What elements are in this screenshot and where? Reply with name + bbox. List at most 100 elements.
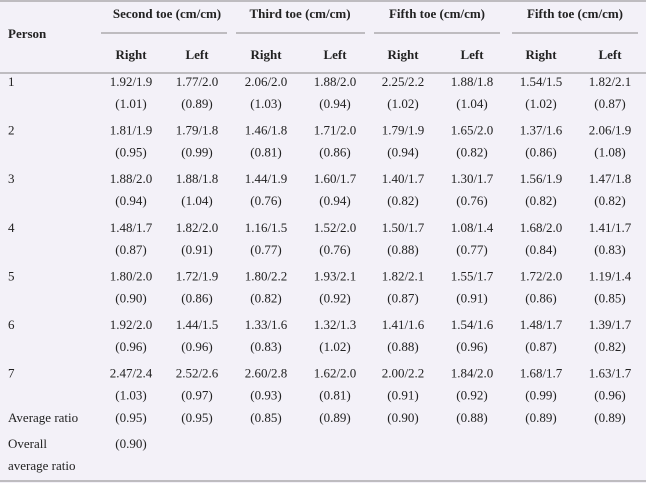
cell-ratio: (0.97) <box>181 388 212 403</box>
cell-value: 1.84/2.0 <box>451 366 494 381</box>
cell-value: 1.68/2.0 <box>520 220 563 235</box>
cell-value: 1.71/2.0 <box>314 123 357 138</box>
row-label: 1 <box>8 74 15 89</box>
sub-header: Right <box>115 47 147 62</box>
cell-ratio: (0.94) <box>319 193 350 208</box>
cell-ratio: (0.94) <box>115 193 146 208</box>
cell-value: 1.82/2.0 <box>176 220 219 235</box>
group-header: Second toe (cm/cm) <box>113 6 221 21</box>
sub-header: Left <box>185 47 209 62</box>
cell-value: 1.92/2.0 <box>110 317 153 332</box>
cell-ratio: (1.02) <box>387 96 418 111</box>
cell-value: 1.44/1.9 <box>245 171 288 186</box>
cell-value: 1.88/1.8 <box>451 74 494 89</box>
cell-value: 1.79/1.9 <box>382 123 425 138</box>
cell-value: 1.32/1.3 <box>314 317 357 332</box>
cell-ratio: (0.90) <box>115 290 146 305</box>
cell-value: 1.65/2.0 <box>451 123 494 138</box>
overall-value: (0.90) <box>115 436 146 451</box>
cell-ratio: (0.92) <box>456 388 487 403</box>
cell-ratio: (0.82) <box>387 193 418 208</box>
cell-value: 1.54/1.5 <box>520 74 563 89</box>
cell-ratio: (1.08) <box>594 145 625 160</box>
cell-ratio: (0.76) <box>250 193 281 208</box>
cell-ratio: (0.86) <box>319 145 350 160</box>
cell-value: 1.48/1.7 <box>110 220 153 235</box>
average-label: Average ratio <box>8 410 78 425</box>
cell-value: 2.47/2.4 <box>110 366 153 381</box>
row-label: 5 <box>8 268 15 283</box>
cell-value: 1.37/1.6 <box>520 123 563 138</box>
row-label: 7 <box>8 366 15 381</box>
cell-ratio: (0.96) <box>594 388 625 403</box>
cell-ratio: (0.87) <box>594 96 625 111</box>
cell-value: 1.88/1.8 <box>176 171 219 186</box>
row-label: 4 <box>8 220 15 235</box>
average-value: (0.88) <box>456 410 487 425</box>
cell-ratio: (1.02) <box>525 96 556 111</box>
cell-ratio: (1.03) <box>250 96 281 111</box>
sub-header: Right <box>387 47 419 62</box>
cell-value: 2.06/2.0 <box>245 74 288 89</box>
cell-ratio: (0.87) <box>387 290 418 305</box>
cell-value: 1.72/1.9 <box>176 268 219 283</box>
average-value: (0.95) <box>181 410 212 425</box>
cell-ratio: (0.87) <box>525 339 556 354</box>
cell-value: 1.44/1.5 <box>176 317 219 332</box>
cell-ratio: (0.81) <box>319 388 350 403</box>
cell-ratio: (0.82) <box>594 339 625 354</box>
sub-header: Left <box>323 47 347 62</box>
average-value: (0.85) <box>250 410 281 425</box>
cell-value: 1.82/2.1 <box>382 268 425 283</box>
cell-ratio: (0.85) <box>594 290 625 305</box>
sub-header: Left <box>598 47 622 62</box>
cell-value: 2.52/2.6 <box>176 366 219 381</box>
cell-ratio: (1.04) <box>181 193 212 208</box>
cell-value: 1.56/1.9 <box>520 171 563 186</box>
sub-header: Right <box>250 47 282 62</box>
average-value: (0.89) <box>525 410 556 425</box>
average-value: (0.89) <box>594 410 625 425</box>
cell-ratio: (0.81) <box>250 145 281 160</box>
cell-ratio: (0.88) <box>387 242 418 257</box>
cell-value: 1.41/1.7 <box>589 220 632 235</box>
cell-ratio: (0.82) <box>456 145 487 160</box>
cell-value: 1.88/2.0 <box>110 171 153 186</box>
group-header: Fifth toe (cm/cm) <box>527 6 623 21</box>
cell-value: 1.47/1.8 <box>589 171 632 186</box>
cell-ratio: (0.87) <box>115 242 146 257</box>
cell-ratio: (0.83) <box>250 339 281 354</box>
cell-ratio: (0.86) <box>525 145 556 160</box>
row-label: 3 <box>8 171 15 186</box>
cell-value: 1.33/1.6 <box>245 317 288 332</box>
cell-value: 2.06/1.9 <box>589 123 632 138</box>
sub-header: Right <box>525 47 557 62</box>
cell-ratio: (0.86) <box>181 290 212 305</box>
cell-ratio: (0.76) <box>319 242 350 257</box>
cell-value: 1.62/2.0 <box>314 366 357 381</box>
cell-ratio: (0.99) <box>525 388 556 403</box>
cell-ratio: (0.99) <box>181 145 212 160</box>
cell-value: 1.82/2.1 <box>589 74 632 89</box>
cell-ratio: (0.96) <box>115 339 146 354</box>
cell-value: 1.46/1.8 <box>245 123 288 138</box>
cell-value: 2.25/2.2 <box>382 74 425 89</box>
cell-ratio: (0.95) <box>115 145 146 160</box>
average-value: (0.95) <box>115 410 146 425</box>
cell-ratio: (0.91) <box>181 242 212 257</box>
cell-value: 1.60/1.7 <box>314 171 357 186</box>
cell-value: 1.68/1.7 <box>520 366 563 381</box>
cell-ratio: (0.82) <box>250 290 281 305</box>
cell-ratio: (0.77) <box>456 242 487 257</box>
cell-ratio: (0.93) <box>250 388 281 403</box>
row-label: 6 <box>8 317 15 332</box>
header-person: Person <box>8 26 47 41</box>
overall-label: average ratio <box>8 458 75 473</box>
cell-ratio: (0.94) <box>387 145 418 160</box>
cell-value: 1.88/2.0 <box>314 74 357 89</box>
cell-value: 1.16/1.5 <box>245 220 288 235</box>
cell-ratio: (1.02) <box>319 339 350 354</box>
sub-header: Left <box>460 47 484 62</box>
